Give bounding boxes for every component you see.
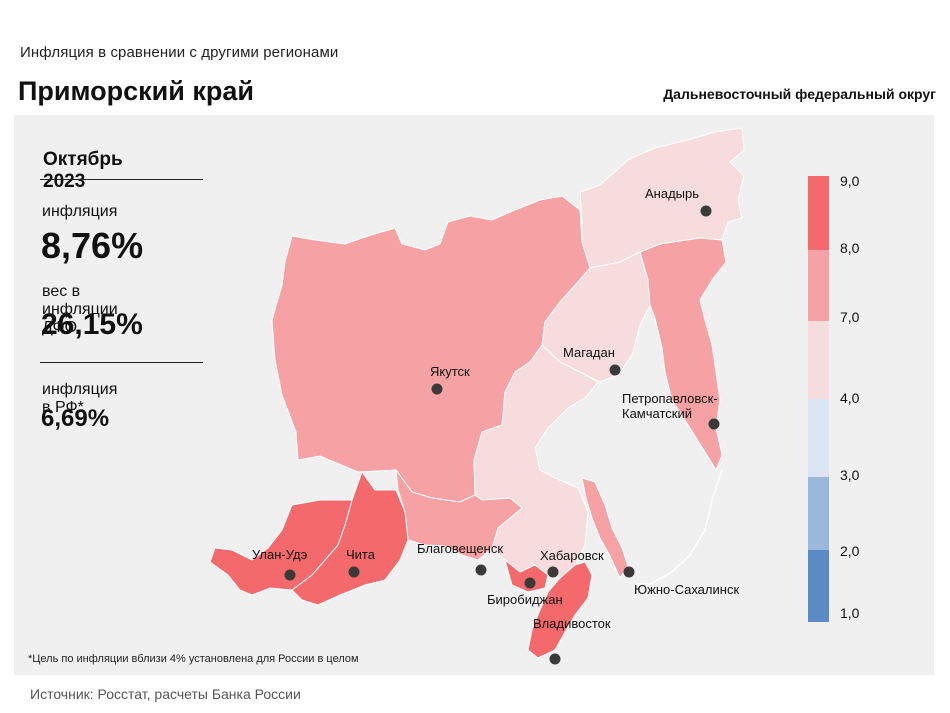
city-dot-yuzhno — [623, 566, 635, 578]
page-title: Приморский край — [18, 76, 254, 106]
city-dot-ulan-ude — [284, 569, 296, 581]
legend-bin-8-9 — [808, 176, 829, 250]
legend-scale: 9,0 8,0 7,0 4,0 3,0 2,0 1,0 — [808, 173, 860, 622]
city-dot-magadan — [609, 364, 621, 376]
region-kamchatka — [639, 237, 727, 472]
city-label-khabarovsk: Хабаровск — [540, 548, 604, 563]
legend-label-2: 2,0 — [840, 543, 860, 559]
city-label-yuzhno: Южно-Сахалинск — [634, 582, 739, 597]
legend-label-3: 3,0 — [840, 467, 860, 483]
city-dot-blagoveshchensk — [475, 564, 487, 576]
region-jewish-ao — [504, 558, 549, 593]
city-label-chita: Чита — [346, 547, 376, 562]
city-label-anadyr: Анадырь — [645, 186, 699, 201]
city-dot-chita — [348, 566, 360, 578]
divider-bottom — [40, 362, 203, 363]
city-dot-petropavlovsk — [708, 418, 720, 430]
legend-label-9: 9,0 — [840, 173, 860, 189]
city-label-vladivostok: Владивосток — [533, 616, 611, 631]
inflation-label: инфляция — [42, 203, 118, 220]
rf-inflation-label: инфляция в РФ* — [42, 381, 118, 416]
legend-bin-7-8 — [808, 250, 829, 321]
region-buryatia — [209, 499, 353, 596]
region-sakhalin — [581, 477, 629, 580]
source-note: Источник: Росстат, расчеты Банка России — [30, 686, 301, 702]
weight-value: 26,15% — [41, 308, 143, 341]
kuril-islands — [636, 469, 723, 585]
city-label-blagoveshchensk: Благовещенск — [417, 541, 503, 556]
legend-label-8: 8,0 — [840, 240, 860, 256]
legend-label-4: 4,0 — [840, 390, 860, 406]
city-label-yakutsk: Якутск — [430, 364, 470, 379]
divider-top — [40, 179, 203, 180]
city-label-petropavlovsk-1: Петропавловск- — [622, 391, 718, 406]
legend-bin-4-7 — [808, 321, 829, 399]
subtitle: Инфляция в сравнении с другими регионами — [20, 44, 339, 61]
region-primorye — [527, 561, 593, 659]
city-label-petropavlovsk-2: Камчатский — [622, 406, 692, 421]
legend-bin-3-4 — [808, 399, 829, 477]
city-dot-vladivostok — [549, 653, 561, 665]
city-label-ulan-ude: Улан-Удэ — [252, 547, 308, 562]
period-label: Октябрь 2023 — [43, 149, 123, 192]
rf-inflation-value: 6,69% — [41, 405, 110, 432]
district-title: Дальневосточный федеральный округ — [663, 86, 936, 102]
city-label-birobidzhan: Биробиджан — [487, 592, 563, 607]
legend-bin-2-3 — [808, 477, 829, 550]
legend-label-7: 7,0 — [840, 309, 860, 325]
legend-label-1: 1,0 — [840, 605, 860, 621]
city-dot-birobidzhan — [524, 577, 536, 589]
inflation-value: 8,76% — [41, 225, 144, 266]
city-dot-anadyr — [700, 205, 712, 217]
footnote: *Цель по инфляции вблизи 4% установлена … — [28, 653, 359, 665]
city-label-magadan: Магадан — [563, 345, 615, 360]
city-dot-khabarovsk — [547, 566, 559, 578]
legend-bin-1-2 — [808, 550, 829, 622]
weight-label: вес в инфляции ДФО — [42, 283, 118, 336]
city-dot-yakutsk — [431, 383, 443, 395]
